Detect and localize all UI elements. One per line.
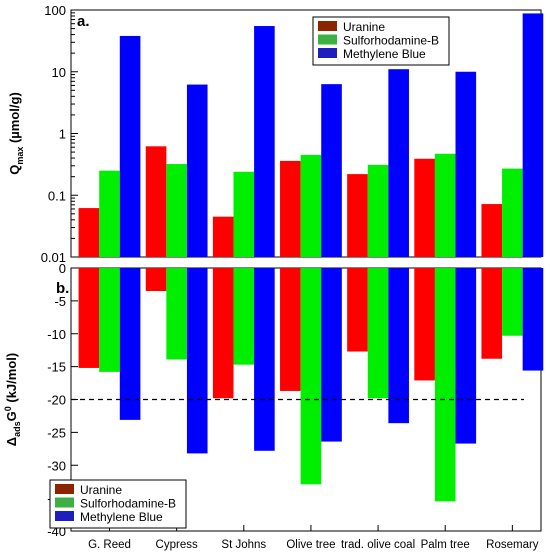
- legend-label-a-1: Sulforhodamine-B: [343, 34, 439, 48]
- bar-a-1-1: [166, 164, 187, 257]
- y-tick-label-a: 0.01: [41, 250, 66, 265]
- bar-a-2-2: [254, 26, 275, 257]
- bar-a-1-5: [434, 153, 456, 257]
- bar-b-1-1: [166, 268, 187, 360]
- y-tick-label-a: 0.1: [48, 188, 66, 203]
- bar-b-1-2: [233, 268, 255, 365]
- bar-a-0-0: [78, 208, 100, 257]
- y-tick-label-a: 100: [44, 3, 66, 18]
- bar-b-1-0: [99, 268, 120, 372]
- bar-a-0-6: [481, 204, 503, 257]
- x-tick-label-6: Rosemary: [486, 539, 539, 551]
- bar-a-2-6: [522, 13, 544, 258]
- bar-a-0-1: [145, 146, 167, 257]
- legend-label-b-2: Methylene Blue: [80, 510, 163, 524]
- x-tick-label-4: trad. olive coal: [341, 539, 415, 551]
- y-tick-label-b: 0: [59, 261, 66, 276]
- bar-b-1-3: [300, 268, 322, 485]
- x-tick-label-3: Olive tree: [286, 539, 335, 551]
- bar-b-1-4: [367, 268, 389, 399]
- y-tick-label-b: -25: [47, 425, 66, 440]
- bar-b-1-5: [434, 268, 456, 502]
- y-tick-label-b: -30: [47, 458, 66, 473]
- y-axis-label-a-unit: (µmol/g): [7, 92, 22, 146]
- x-tick-label-0: G. Reed: [88, 539, 131, 551]
- bar-b-0-0: [78, 268, 100, 368]
- bar-b-1-6: [502, 268, 523, 336]
- bar-a-0-2: [212, 216, 234, 257]
- bar-a-1-6: [502, 168, 523, 257]
- legend-swatch-a-1: [318, 34, 337, 45]
- bar-a-2-3: [321, 84, 342, 258]
- legend-swatch-b-2: [55, 511, 74, 521]
- bar-b-2-4: [388, 268, 409, 424]
- y-tick-label-b: -15: [47, 360, 66, 375]
- panel-b-bar-chart: 0-5-10-15-20-25-30-35-40G. ReedCypressSt…: [3, 261, 544, 551]
- bar-b-2-0: [119, 268, 141, 420]
- y-axis-label-b: ΔadsG0 (kJ/mol): [3, 353, 22, 446]
- bar-a-1-3: [300, 154, 322, 257]
- y-axis-label-a-main: Q: [7, 165, 22, 175]
- legend-label-b-0: Uranine: [80, 483, 122, 497]
- bar-b-2-3: [321, 268, 342, 442]
- bar-b-0-6: [481, 268, 503, 359]
- y-axis-label-b-sup: 0: [3, 406, 13, 411]
- bar-b-2-5: [455, 268, 477, 444]
- bar-b-2-2: [254, 268, 275, 451]
- bar-b-0-4: [347, 268, 368, 352]
- legend-swatch-b-1: [55, 497, 74, 508]
- x-tick-label-5: Palm tree: [421, 539, 470, 551]
- bar-a-1-4: [367, 164, 389, 257]
- y-axis-label-a-sub: max: [15, 147, 25, 165]
- bar-b-0-2: [212, 268, 234, 399]
- bar-a-0-5: [414, 158, 435, 257]
- x-tick-label-1: Cypress: [156, 539, 198, 551]
- bar-b-0-3: [280, 268, 301, 391]
- legend-label-a-2: Methylene Blue: [343, 47, 426, 61]
- panel-a-bar-chart: 0.01 0.1 1 10 100 Qmax (µmol/g) a. UranineSulfo…: [7, 3, 544, 265]
- y-tick-label-a: 1: [59, 127, 66, 142]
- y-tick-label-a: 10: [52, 65, 66, 80]
- y-axis-label-b-rest: G: [4, 411, 19, 421]
- bar-a-2-0: [119, 35, 141, 257]
- x-tick-label-2: St Johns: [221, 539, 266, 551]
- bar-b-2-6: [522, 268, 544, 371]
- bar-a-1-2: [233, 171, 255, 257]
- legend-label-b-1: Sulforhodamine-B: [80, 497, 176, 511]
- bar-b-0-1: [145, 268, 167, 292]
- panel-label-b: b.: [56, 280, 69, 297]
- panel-label-a: a.: [77, 13, 90, 30]
- legend-label-a-0: Uranine: [343, 20, 385, 34]
- y-tick-label-b: -5: [54, 294, 66, 309]
- bar-a-2-4: [388, 69, 409, 257]
- legend-swatch-b-0: [55, 484, 74, 494]
- bar-a-0-4: [347, 174, 368, 257]
- bar-b-2-1: [186, 268, 208, 454]
- bar-a-2-1: [186, 84, 208, 257]
- legend-swatch-a-2: [318, 48, 337, 58]
- y-tick-label-b: -20: [47, 393, 66, 408]
- bar-a-2-5: [455, 71, 477, 257]
- y-axis-label-b-main: Δ: [4, 437, 19, 446]
- bar-a-1-0: [99, 170, 120, 257]
- y-axis-label-b-unit: (kJ/mol): [4, 353, 19, 406]
- y-axis-label-b-sub: ads: [12, 421, 22, 437]
- bar-b-0-5: [414, 268, 435, 381]
- y-tick-label-b: -10: [47, 327, 66, 342]
- legend-swatch-a-0: [318, 21, 337, 31]
- bar-a-0-3: [280, 160, 301, 257]
- y-axis-label-a: Qmax (µmol/g): [7, 92, 25, 175]
